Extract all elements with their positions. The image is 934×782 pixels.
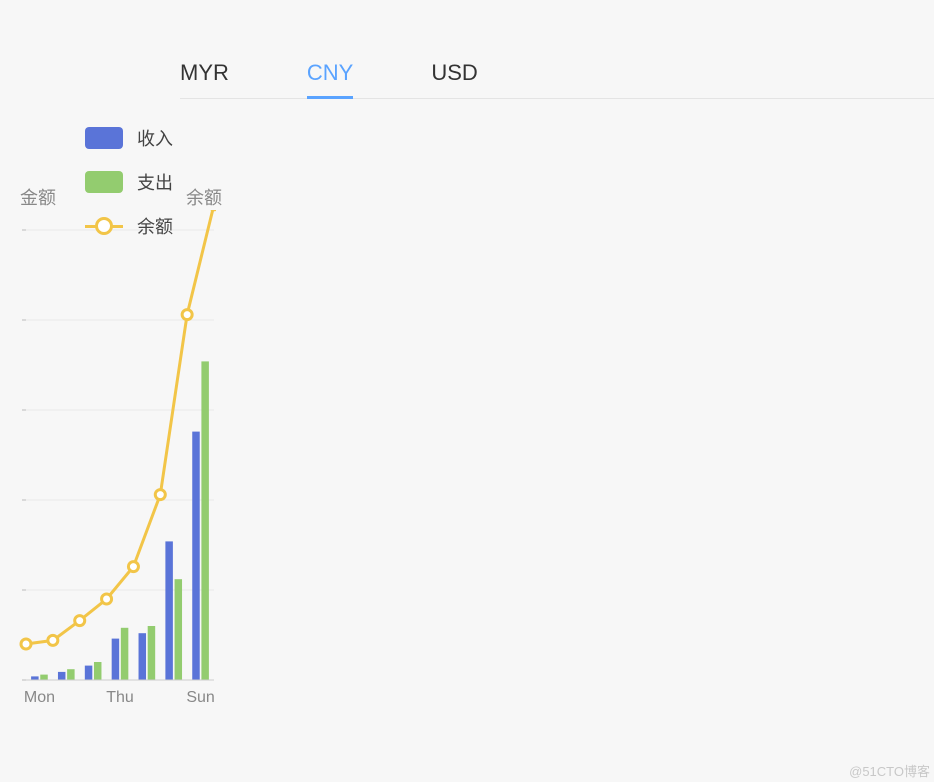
bar-expense[interactable] — [175, 579, 182, 680]
bar-income[interactable] — [112, 639, 119, 680]
bar-income[interactable] — [165, 541, 172, 680]
bar-income[interactable] — [192, 432, 199, 680]
point-balance[interactable] — [155, 490, 165, 500]
legend-item-balance[interactable]: 余额 — [85, 213, 173, 239]
legend-label-expense: 支出 — [137, 169, 173, 195]
point-balance[interactable] — [21, 639, 31, 649]
bar-income[interactable] — [139, 633, 146, 680]
bar-income[interactable] — [31, 676, 38, 680]
bar-income[interactable] — [58, 672, 65, 680]
bar-expense[interactable] — [94, 662, 101, 680]
chart-legend: 收入 支出 余额 — [85, 125, 173, 257]
point-balance[interactable] — [128, 562, 138, 572]
line-balance — [26, 210, 214, 644]
bar-expense[interactable] — [148, 626, 155, 680]
legend-label-balance: 余额 — [137, 213, 173, 239]
legend-marker-balance — [85, 215, 123, 237]
x-tick-label: Sun — [186, 689, 214, 706]
y-axis-right-label: 余额 — [186, 184, 222, 210]
point-balance[interactable] — [75, 616, 85, 626]
tab-cny[interactable]: CNY — [307, 48, 353, 98]
bar-expense[interactable] — [201, 361, 208, 680]
currency-tabs: MYR CNY USD — [180, 48, 934, 99]
watermark-text: @51CTO博客 — [849, 761, 930, 780]
legend-label-income: 收入 — [137, 125, 173, 151]
point-balance[interactable] — [48, 635, 58, 645]
bar-expense[interactable] — [40, 675, 47, 680]
point-balance[interactable] — [182, 310, 192, 320]
tab-myr[interactable]: MYR — [180, 48, 229, 98]
bar-income[interactable] — [85, 666, 92, 680]
legend-swatch-expense — [85, 171, 123, 193]
legend-swatch-income — [85, 127, 123, 149]
x-tick-label: Mon — [24, 689, 55, 706]
tab-usd[interactable]: USD — [431, 48, 477, 98]
bar-expense[interactable] — [121, 628, 128, 680]
bar-expense[interactable] — [67, 669, 74, 680]
legend-item-income[interactable]: 收入 — [85, 125, 173, 151]
y-axis-left-label: 金额 — [20, 184, 56, 210]
point-balance[interactable] — [102, 594, 112, 604]
finance-chart: Mon Thu Sun — [16, 210, 216, 720]
x-tick-label: Thu — [106, 689, 134, 706]
legend-item-expense[interactable]: 支出 — [85, 169, 173, 195]
